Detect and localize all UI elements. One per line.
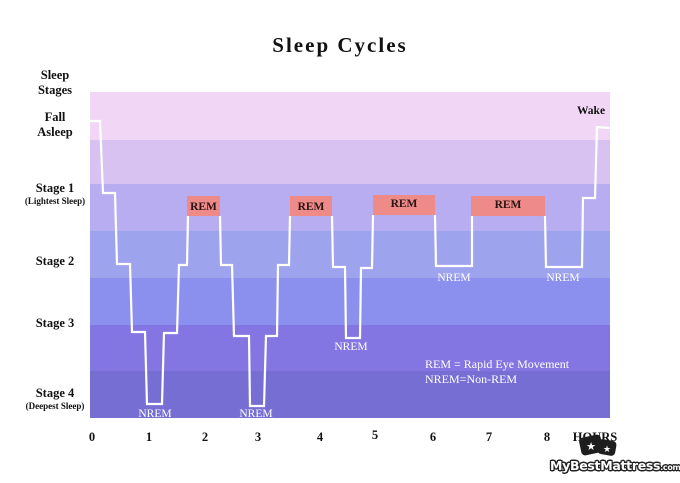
rem-block-4 [471,196,545,216]
y-label-stage3: Stage 3 [35,316,75,330]
rem-label-1: REM [190,201,217,213]
y-label-fall-asleep: Fall Asleep [0,110,110,140]
legend-note: REM = Rapid Eye Movement NREM=Non-REM [425,357,570,386]
brand-name-main: MyBestMattress [550,458,661,473]
y-label-asleep: Asleep [37,125,73,139]
y-label-stage2: Stage 2 [35,254,75,268]
svg-text:★: ★ [603,445,611,455]
sleep-stage-line [90,119,611,408]
chart-title: Sleep Cycles [272,33,408,57]
nrem-label-1: NREM [138,408,171,420]
nrem-label-4: NREM [437,272,470,284]
brand-name-tld: .com [660,463,680,472]
legend-rem-definition: REM = Rapid Eye Movement [425,357,570,371]
x-tick-7: 7 [485,430,493,444]
y-label-stage4: Stage 4 (Deepest Sleep) [0,386,110,412]
legend-nrem-definition: NREM=Non-REM [425,372,517,386]
x-tick-6: 6 [429,430,437,444]
x-tick-3: 3 [254,430,262,444]
x-tick-4: 4 [316,430,324,444]
rem-label-3: REM [391,198,418,210]
brand-name: MyBestMattress.com [550,458,680,473]
band-wake [90,92,610,140]
x-tick-2: 2 [201,430,209,444]
rem-block-2 [290,196,332,216]
rem-label-2: REM [298,201,325,213]
y-axis-title: Sleep Stages [0,68,110,98]
rem-block-3 [373,195,435,215]
stage-bands [90,92,610,418]
x-tick-8: 8 [543,430,551,444]
y-label-stage1: Stage 1 (Lightest Sleep) [0,181,110,207]
pillow-stars-icon: ★ ★ [579,434,617,456]
svg-text:★: ★ [586,440,596,453]
x-tick-1: 1 [145,430,153,444]
band-stage4 [90,371,610,418]
y-label-stage1-sub: (Lightest Sleep) [24,196,86,206]
nrem-label-2: NREM [239,408,272,420]
band-light [90,140,610,184]
brand-watermark: ★ ★ MyBestMattress.com [550,434,680,480]
y-axis-title-line1: Sleep [40,68,70,82]
y-label-stage1-text: Stage 1 [35,181,75,195]
nrem-labels: NREM NREM NREM NREM NREM [138,272,579,420]
rem-label-4: REM [495,199,522,211]
y-axis-title-line2: Stages [37,83,73,97]
y-label-stage4-text: Stage 4 [35,386,75,400]
rem-blocks [187,195,545,216]
band-stage2-lower [90,278,610,325]
rem-labels: REM REM REM REM [190,198,521,213]
band-stage2-upper [90,231,610,278]
nrem-label-5: NREM [546,272,579,284]
nrem-label-3: NREM [334,341,367,353]
y-label-stage4-sub: (Deepest Sleep) [25,401,85,411]
rem-block-1 [187,196,220,216]
x-tick-0: 0 [88,430,96,444]
x-tick-5: 5 [371,428,379,442]
y-label-fall: Fall [44,110,66,124]
wake-label: Wake [577,105,605,117]
